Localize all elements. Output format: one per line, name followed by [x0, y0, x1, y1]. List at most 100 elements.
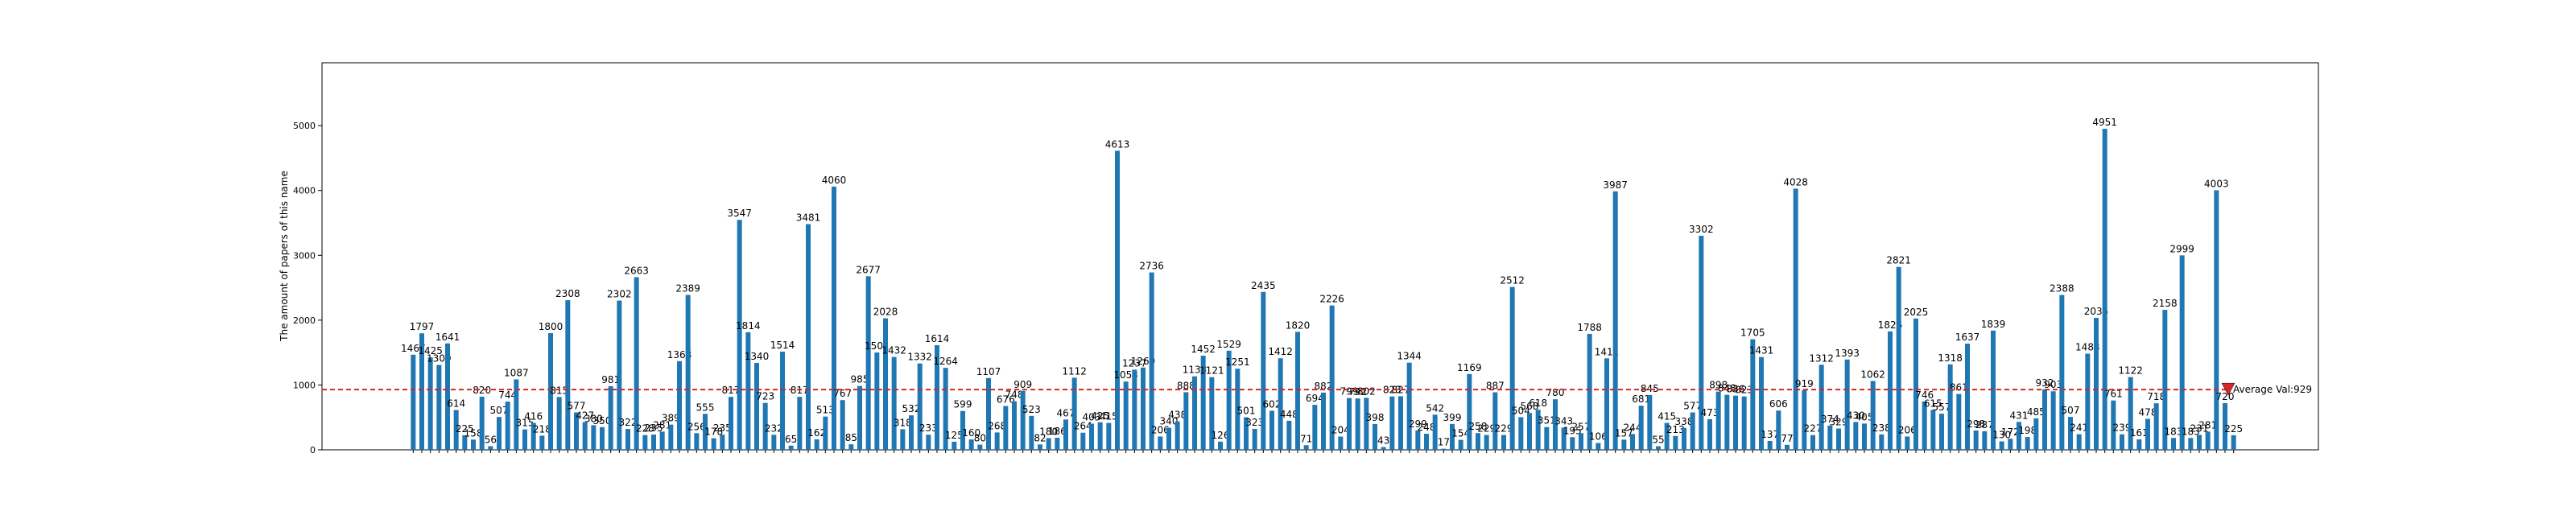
- bar: [2111, 400, 2116, 450]
- value-label: 195: [1563, 425, 1582, 436]
- bar: [2231, 435, 2236, 450]
- bar: [2102, 129, 2107, 450]
- value-label: 2308: [555, 288, 580, 299]
- bar: [1759, 356, 1764, 450]
- bar: [1286, 420, 1292, 450]
- y-tick-label: 0: [310, 445, 316, 455]
- value-label: 817: [791, 385, 809, 396]
- value-label: 1121: [1199, 365, 1224, 377]
- value-label: 238: [1872, 422, 1891, 434]
- value-label: 2226: [1319, 294, 1344, 305]
- bar: [1063, 419, 1068, 450]
- bar: [1793, 188, 1798, 450]
- bar: [1715, 391, 1721, 450]
- bar: [823, 416, 828, 450]
- value-label: 343: [1554, 415, 1573, 426]
- bar: [840, 400, 845, 450]
- value-label: 888: [1177, 380, 1195, 391]
- bar: [1484, 435, 1489, 450]
- value-label: 1393: [1835, 348, 1860, 359]
- value-label: 1107: [976, 366, 1001, 377]
- bar: [2017, 422, 2021, 450]
- value-label: 1340: [745, 351, 770, 362]
- bar: [522, 429, 527, 450]
- bar: [1235, 369, 1241, 450]
- bar: [1553, 399, 1558, 450]
- value-label: 438: [1168, 410, 1187, 421]
- bar: [1707, 418, 1712, 450]
- bar: [1913, 318, 1918, 450]
- value-label: 1839: [1981, 319, 2006, 330]
- value-label: 1412: [1268, 346, 1293, 357]
- value-label: 430: [1847, 410, 1865, 421]
- bar: [1896, 266, 1901, 450]
- bar: [1467, 373, 1472, 450]
- bar: [600, 426, 605, 450]
- value-label: 85: [845, 432, 857, 443]
- bar: [453, 410, 459, 450]
- bar: [1355, 398, 1360, 450]
- bar: [703, 414, 708, 450]
- bar: [1518, 417, 1524, 450]
- bar: [1115, 150, 1120, 450]
- bar: [1570, 437, 1575, 450]
- bar: [797, 397, 803, 450]
- value-label: 909: [1013, 379, 1032, 390]
- bar: [539, 435, 545, 450]
- bar: [1844, 359, 1850, 450]
- bar: [1200, 356, 1206, 450]
- value-label: 1269: [1131, 356, 1156, 367]
- bar: [848, 444, 854, 450]
- plot-frame: [321, 62, 2319, 451]
- value-label: 43: [1377, 435, 1389, 447]
- bar: [1750, 339, 1756, 450]
- value-label: 161: [2130, 427, 2149, 439]
- bar: [1810, 435, 1815, 450]
- bar: [2171, 438, 2176, 450]
- value-label: 4028: [1783, 176, 1808, 187]
- value-label: 281: [653, 419, 671, 431]
- bar: [1209, 377, 1215, 450]
- bar: [2153, 403, 2159, 450]
- value-label: 338: [1675, 416, 1694, 427]
- bar: [1097, 422, 1103, 450]
- bar: [488, 446, 493, 450]
- bar: [994, 432, 1000, 450]
- bar: [780, 352, 785, 450]
- value-label: 403: [1083, 412, 1101, 423]
- bar: [1303, 445, 1309, 450]
- bar: [900, 429, 906, 450]
- bar: [1192, 376, 1197, 450]
- bar: [977, 444, 983, 450]
- bar: [659, 431, 665, 450]
- value-label: 848: [1718, 383, 1736, 394]
- value-label: 55: [1652, 435, 1664, 446]
- bar: [651, 435, 656, 450]
- value-label: 183: [2182, 426, 2200, 437]
- bar: [1905, 436, 1910, 450]
- bar: [968, 439, 974, 450]
- value-label: 823: [1735, 385, 1753, 396]
- value-label: 239: [2113, 422, 2132, 434]
- value-label: 1425: [418, 345, 443, 356]
- value-label: 1820: [1286, 319, 1311, 331]
- bar: [1664, 422, 1670, 450]
- value-label: 802: [1357, 385, 1376, 397]
- value-label: 268: [988, 420, 1006, 431]
- value-label: 2388: [2050, 283, 2074, 295]
- bar: [891, 356, 897, 450]
- bar: [1029, 415, 1034, 450]
- bar: [1450, 423, 1455, 450]
- value-label: 2025: [1904, 307, 1929, 318]
- value-label: 56: [485, 434, 497, 445]
- bar: [1930, 410, 1936, 450]
- value-label: 478: [2139, 406, 2157, 418]
- value-label: 746: [1915, 389, 1934, 401]
- value-label: 1431: [1749, 345, 1774, 356]
- value-label: 158: [464, 427, 483, 439]
- value-label: 615: [1924, 398, 1942, 409]
- value-label: 82: [1034, 432, 1046, 443]
- y-tick-label: 3000: [293, 250, 316, 261]
- bar: [1295, 332, 1300, 450]
- value-label: 229: [1477, 423, 1496, 435]
